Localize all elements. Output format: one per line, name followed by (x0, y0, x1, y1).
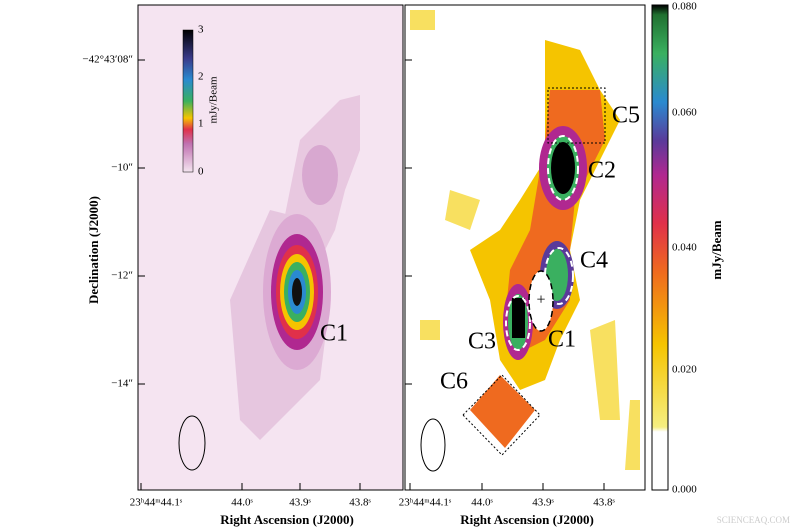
x-tick-label: 44.0ˢ (231, 497, 253, 509)
right-emission: + (410, 10, 640, 472)
source-label: C5 (612, 103, 640, 129)
x-tick-label: 43.9ˢ (289, 497, 311, 509)
colorbar-tick-label: 0.060 (672, 107, 697, 119)
x-tick-label: 43.8ˢ (593, 497, 615, 509)
watermark: SCIENCEAQ.COM (717, 515, 790, 525)
x-tick-label: 43.8ˢ (349, 497, 371, 509)
right-frame (404, 4, 646, 491)
colorbar-tick-label: 0 (198, 166, 204, 178)
y-tick-label: −42°43′08″ (82, 54, 133, 66)
colorbar-tick-label: 0.000 (672, 484, 697, 496)
source-label: C1 (548, 327, 576, 353)
x-tick-label: 44.0ˢ (471, 497, 493, 509)
colorbar-label: mJy/Beam (208, 76, 220, 123)
source-label: C4 (580, 248, 608, 274)
x-axis-title: Right Ascension (J2000) (220, 512, 354, 527)
source-label: C3 (468, 329, 496, 355)
y-tick-label: −10″ (111, 162, 133, 174)
svg-text:+: + (536, 292, 545, 309)
colorbar-tick-label: 0.080 (672, 1, 697, 13)
colorbar-tick-label: 0.040 (672, 242, 697, 254)
source-label: C2 (588, 158, 616, 184)
left-colorbar (182, 29, 194, 173)
colorbar-tick-label: 1 (198, 118, 204, 130)
colorbar-tick-label: 0.020 (672, 364, 697, 376)
colorbar-tick-label: 2 (198, 71, 204, 83)
colorbar-label: mJy/Beam (709, 220, 724, 279)
source-label: C1 (320, 321, 348, 347)
left-emission (178, 95, 360, 471)
y-tick-label: −12″ (111, 270, 133, 282)
y-tick-label: −14″ (111, 378, 133, 390)
x-tick-label: 23ʰ44ᵐ44.1ˢ (130, 497, 183, 509)
x-tick-label: 23ʰ44ᵐ44.1ˢ (399, 497, 452, 509)
colorbar-tick-label: 3 (198, 24, 204, 36)
x-axis-title: Right Ascension (J2000) (460, 512, 594, 527)
source-label: C6 (440, 369, 468, 395)
y-axis-title: Declination (J2000) (86, 196, 101, 304)
left-frame (137, 4, 404, 491)
right-colorbar (651, 4, 669, 491)
x-tick-label: 43.9ˢ (532, 497, 554, 509)
